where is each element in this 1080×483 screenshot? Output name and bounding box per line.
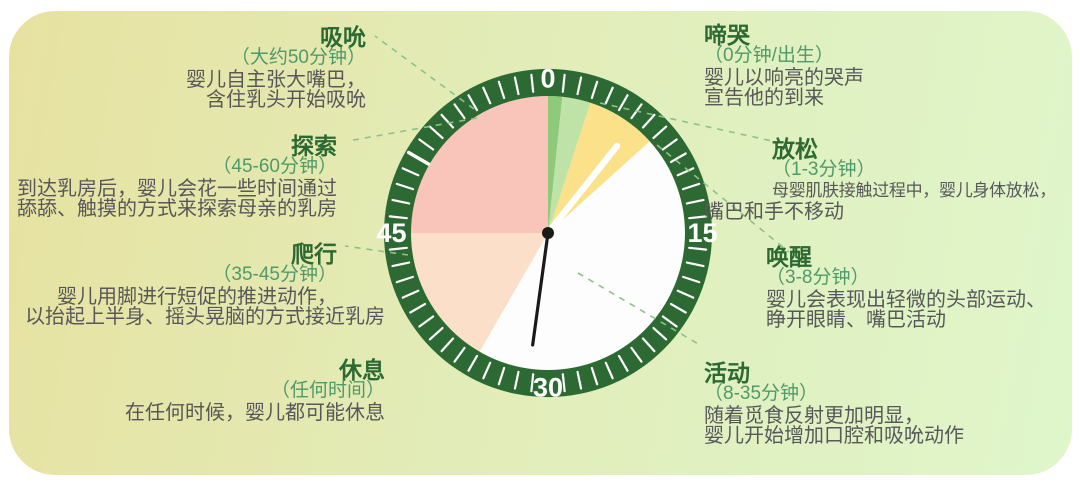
svg-text:30: 30 — [533, 373, 563, 403]
svg-text:0: 0 — [540, 64, 555, 94]
svg-text:45: 45 — [376, 218, 406, 248]
